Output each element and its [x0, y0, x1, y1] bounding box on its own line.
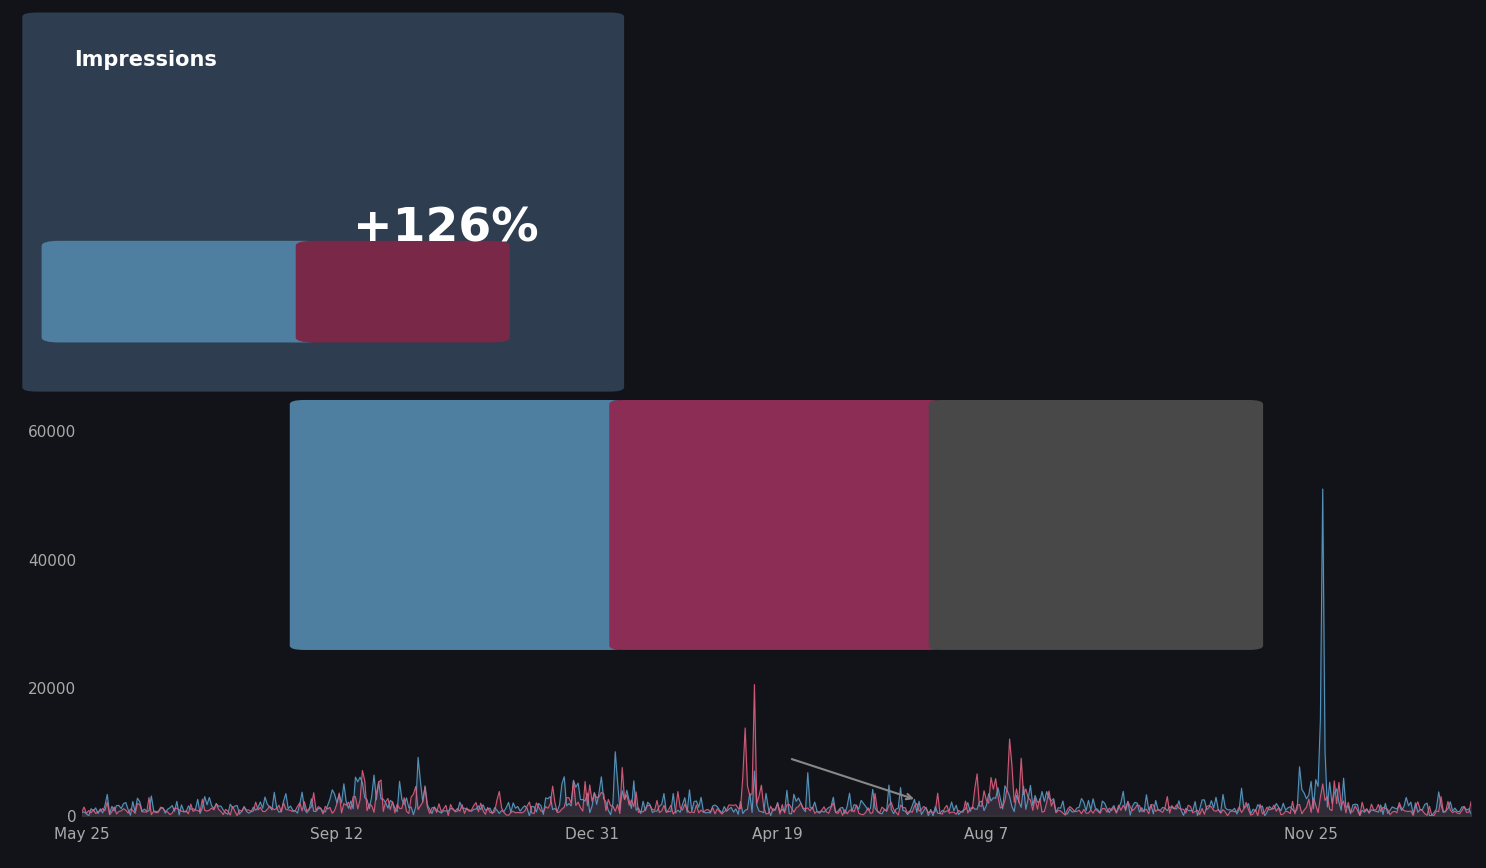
FancyBboxPatch shape: [22, 12, 624, 391]
Text: Instagram: Instagram: [731, 595, 822, 613]
FancyBboxPatch shape: [290, 400, 624, 650]
FancyBboxPatch shape: [42, 240, 322, 343]
FancyBboxPatch shape: [929, 400, 1263, 650]
FancyBboxPatch shape: [609, 400, 944, 650]
Text: Impressions: Impressions: [74, 50, 217, 70]
Text: TikTok: TikTok: [1068, 595, 1123, 613]
Text: +78%: +78%: [394, 510, 520, 548]
FancyBboxPatch shape: [296, 240, 510, 343]
Text: Facebook: Facebook: [415, 595, 499, 613]
Text: +126%: +126%: [354, 207, 538, 252]
Text: +256%: +256%: [700, 510, 853, 548]
Text: +2305%: +2305%: [1019, 513, 1172, 546]
